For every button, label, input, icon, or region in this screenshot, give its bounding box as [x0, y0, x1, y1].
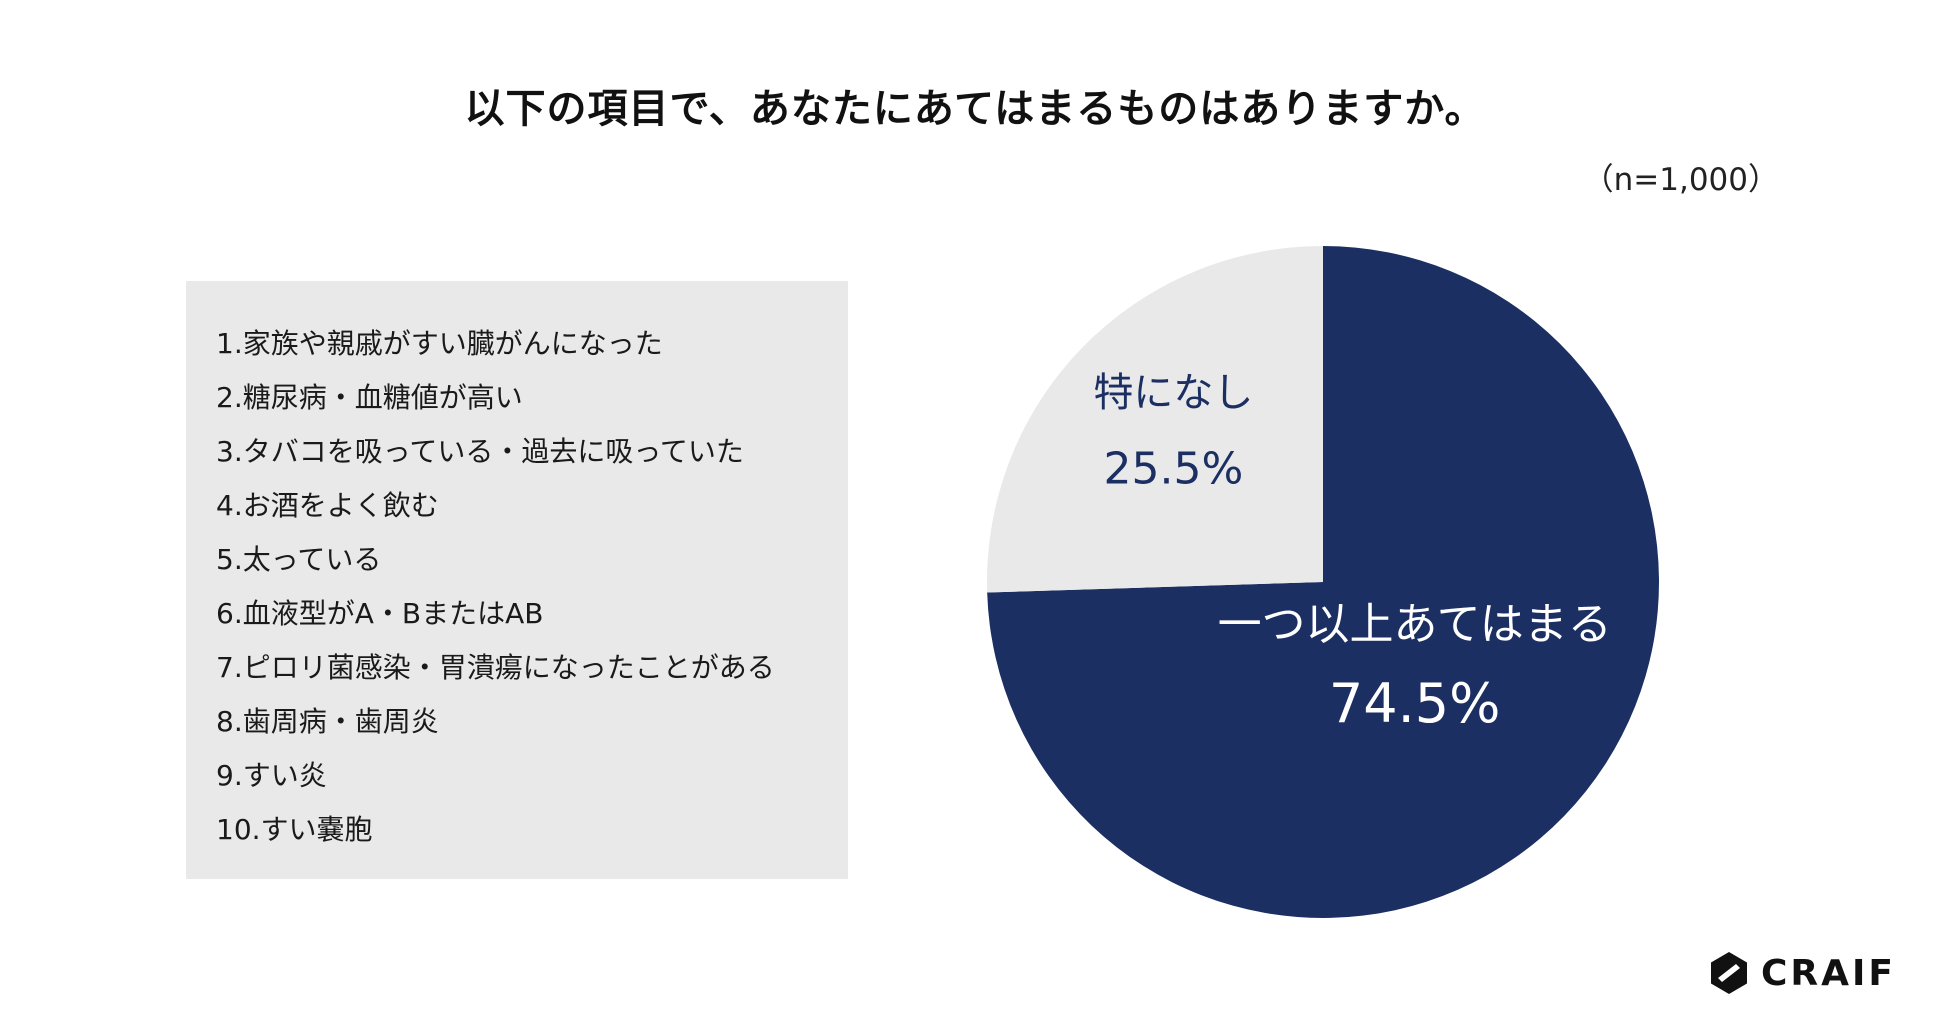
slice-label-none: 特になし [1093, 370, 1253, 416]
slice-value-one-or-more: 74.5% [1329, 672, 1501, 735]
slice-label-one-or-more: 一つ以上あてはまる [1218, 599, 1612, 650]
list-item-10: 10.すい嚢胞 [216, 813, 373, 846]
sample-size-note: （n=1,000） [1582, 162, 1779, 198]
list-item-2: 2.糖尿病・血糖値が高い [216, 381, 523, 414]
logo-text: CRAIF [1761, 952, 1896, 994]
list-item-1: 1.家族や親戚がすい臓がんになった [216, 327, 663, 360]
list-item-4: 4.お酒をよく飲む [216, 489, 439, 522]
list-item-8: 8.歯周病・歯周炎 [216, 705, 439, 738]
craif-hexagon-logo-icon [1711, 952, 1747, 994]
craif-logo: CRAIF [1709, 949, 1896, 997]
list-item-7: 7.ピロリ菌感染・胃潰瘍になったことがある [216, 651, 775, 684]
list-item-6: 6.血液型がA・BまたはAB [216, 597, 544, 630]
chart-title: 以下の項目で、あなたにあてはまるものはありますか。 [464, 86, 1486, 132]
pie-chart: 一つ以上あてはまる 74.5% 特になし 25.5% [987, 246, 1659, 919]
list-item-5: 5.太っている [216, 543, 382, 576]
slice-value-none: 25.5% [1104, 443, 1244, 494]
list-item-9: 9.すい炎 [216, 759, 327, 792]
pie-slice-one-or-more [987, 246, 1659, 919]
items-list-box: 1.家族や親戚がすい臓がんになった 2.糖尿病・血糖値が高い 3.タバコを吸って… [186, 281, 848, 879]
pie-slice-none [987, 246, 1323, 593]
list-item-3: 3.タバコを吸っている・過去に吸っていた [216, 435, 744, 468]
